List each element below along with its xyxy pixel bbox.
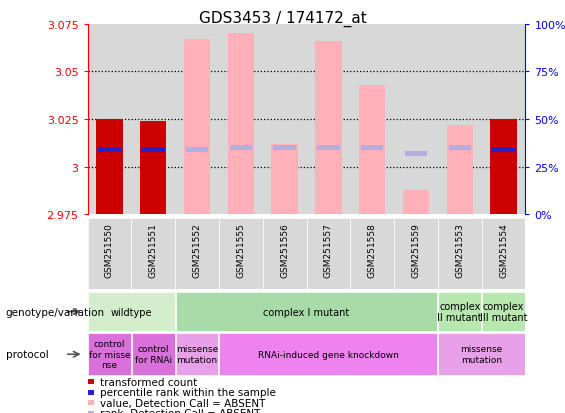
Bar <box>131 219 175 289</box>
Text: control
for RNAi: control for RNAi <box>134 344 172 364</box>
Bar <box>405 152 427 157</box>
Bar <box>96 120 123 215</box>
Bar <box>88 25 131 215</box>
Text: percentile rank within the sample: percentile rank within the sample <box>100 387 276 397</box>
Text: GSM251554: GSM251554 <box>499 222 508 277</box>
Bar <box>98 148 121 152</box>
Bar <box>438 219 481 289</box>
Text: GSM251558: GSM251558 <box>368 222 377 277</box>
Text: complex
II mutant: complex II mutant <box>437 301 482 323</box>
Bar <box>176 333 219 375</box>
Text: complex
III mutant: complex III mutant <box>480 301 527 323</box>
Bar <box>438 25 481 215</box>
Bar <box>175 25 219 215</box>
Bar <box>88 292 175 332</box>
Bar <box>350 25 394 215</box>
Bar <box>140 122 167 215</box>
Bar <box>394 25 438 215</box>
Bar <box>175 219 219 289</box>
Bar <box>263 25 306 215</box>
Bar <box>306 219 350 289</box>
Bar <box>438 333 525 375</box>
Bar <box>481 219 525 289</box>
Text: GSM251559: GSM251559 <box>411 222 420 277</box>
Bar <box>492 148 515 152</box>
Text: transformed count: transformed count <box>100 377 197 387</box>
Bar <box>219 25 263 215</box>
Text: GDS3453 / 174172_at: GDS3453 / 174172_at <box>199 10 366 26</box>
Text: rank, Detection Call = ABSENT: rank, Detection Call = ABSENT <box>100 408 260 413</box>
Bar <box>219 219 263 289</box>
Text: missense
mutation: missense mutation <box>460 344 503 364</box>
Text: GSM251555: GSM251555 <box>236 222 245 277</box>
Bar <box>184 40 210 215</box>
Bar <box>438 292 481 332</box>
Bar <box>131 25 175 215</box>
Bar <box>350 219 394 289</box>
Text: control
for misse
nse: control for misse nse <box>89 339 131 369</box>
Text: GSM251550: GSM251550 <box>105 222 114 277</box>
Bar <box>403 190 429 215</box>
Bar <box>88 333 131 375</box>
Text: GSM251557: GSM251557 <box>324 222 333 277</box>
Bar <box>219 333 437 375</box>
Bar <box>263 219 306 289</box>
Bar <box>186 148 208 152</box>
Text: RNAi-induced gene knockdown: RNAi-induced gene knockdown <box>258 350 399 358</box>
Bar <box>482 292 525 332</box>
Bar <box>449 146 471 151</box>
Text: wildtype: wildtype <box>111 307 152 317</box>
Text: GSM251552: GSM251552 <box>193 222 202 277</box>
Bar <box>306 25 350 215</box>
Bar <box>271 145 298 215</box>
Text: value, Detection Call = ABSENT: value, Detection Call = ABSENT <box>100 398 266 408</box>
Bar <box>88 219 131 289</box>
Bar <box>359 85 385 215</box>
Text: GSM251553: GSM251553 <box>455 222 464 277</box>
Bar <box>317 146 340 151</box>
Bar <box>141 148 165 152</box>
Bar <box>490 120 516 215</box>
Bar <box>315 42 341 215</box>
Bar <box>273 146 296 151</box>
Bar <box>176 292 437 332</box>
Bar <box>446 126 473 215</box>
Bar <box>394 219 438 289</box>
Bar <box>361 146 384 151</box>
Text: genotype/variation: genotype/variation <box>6 307 105 317</box>
Bar <box>481 25 525 215</box>
Bar <box>228 34 254 215</box>
Text: protocol: protocol <box>6 349 49 359</box>
Text: missense
mutation: missense mutation <box>176 344 218 364</box>
Text: GSM251556: GSM251556 <box>280 222 289 277</box>
Text: complex I mutant: complex I mutant <box>263 307 350 317</box>
Text: GSM251551: GSM251551 <box>149 222 158 277</box>
Bar <box>229 146 252 151</box>
Bar <box>132 333 175 375</box>
